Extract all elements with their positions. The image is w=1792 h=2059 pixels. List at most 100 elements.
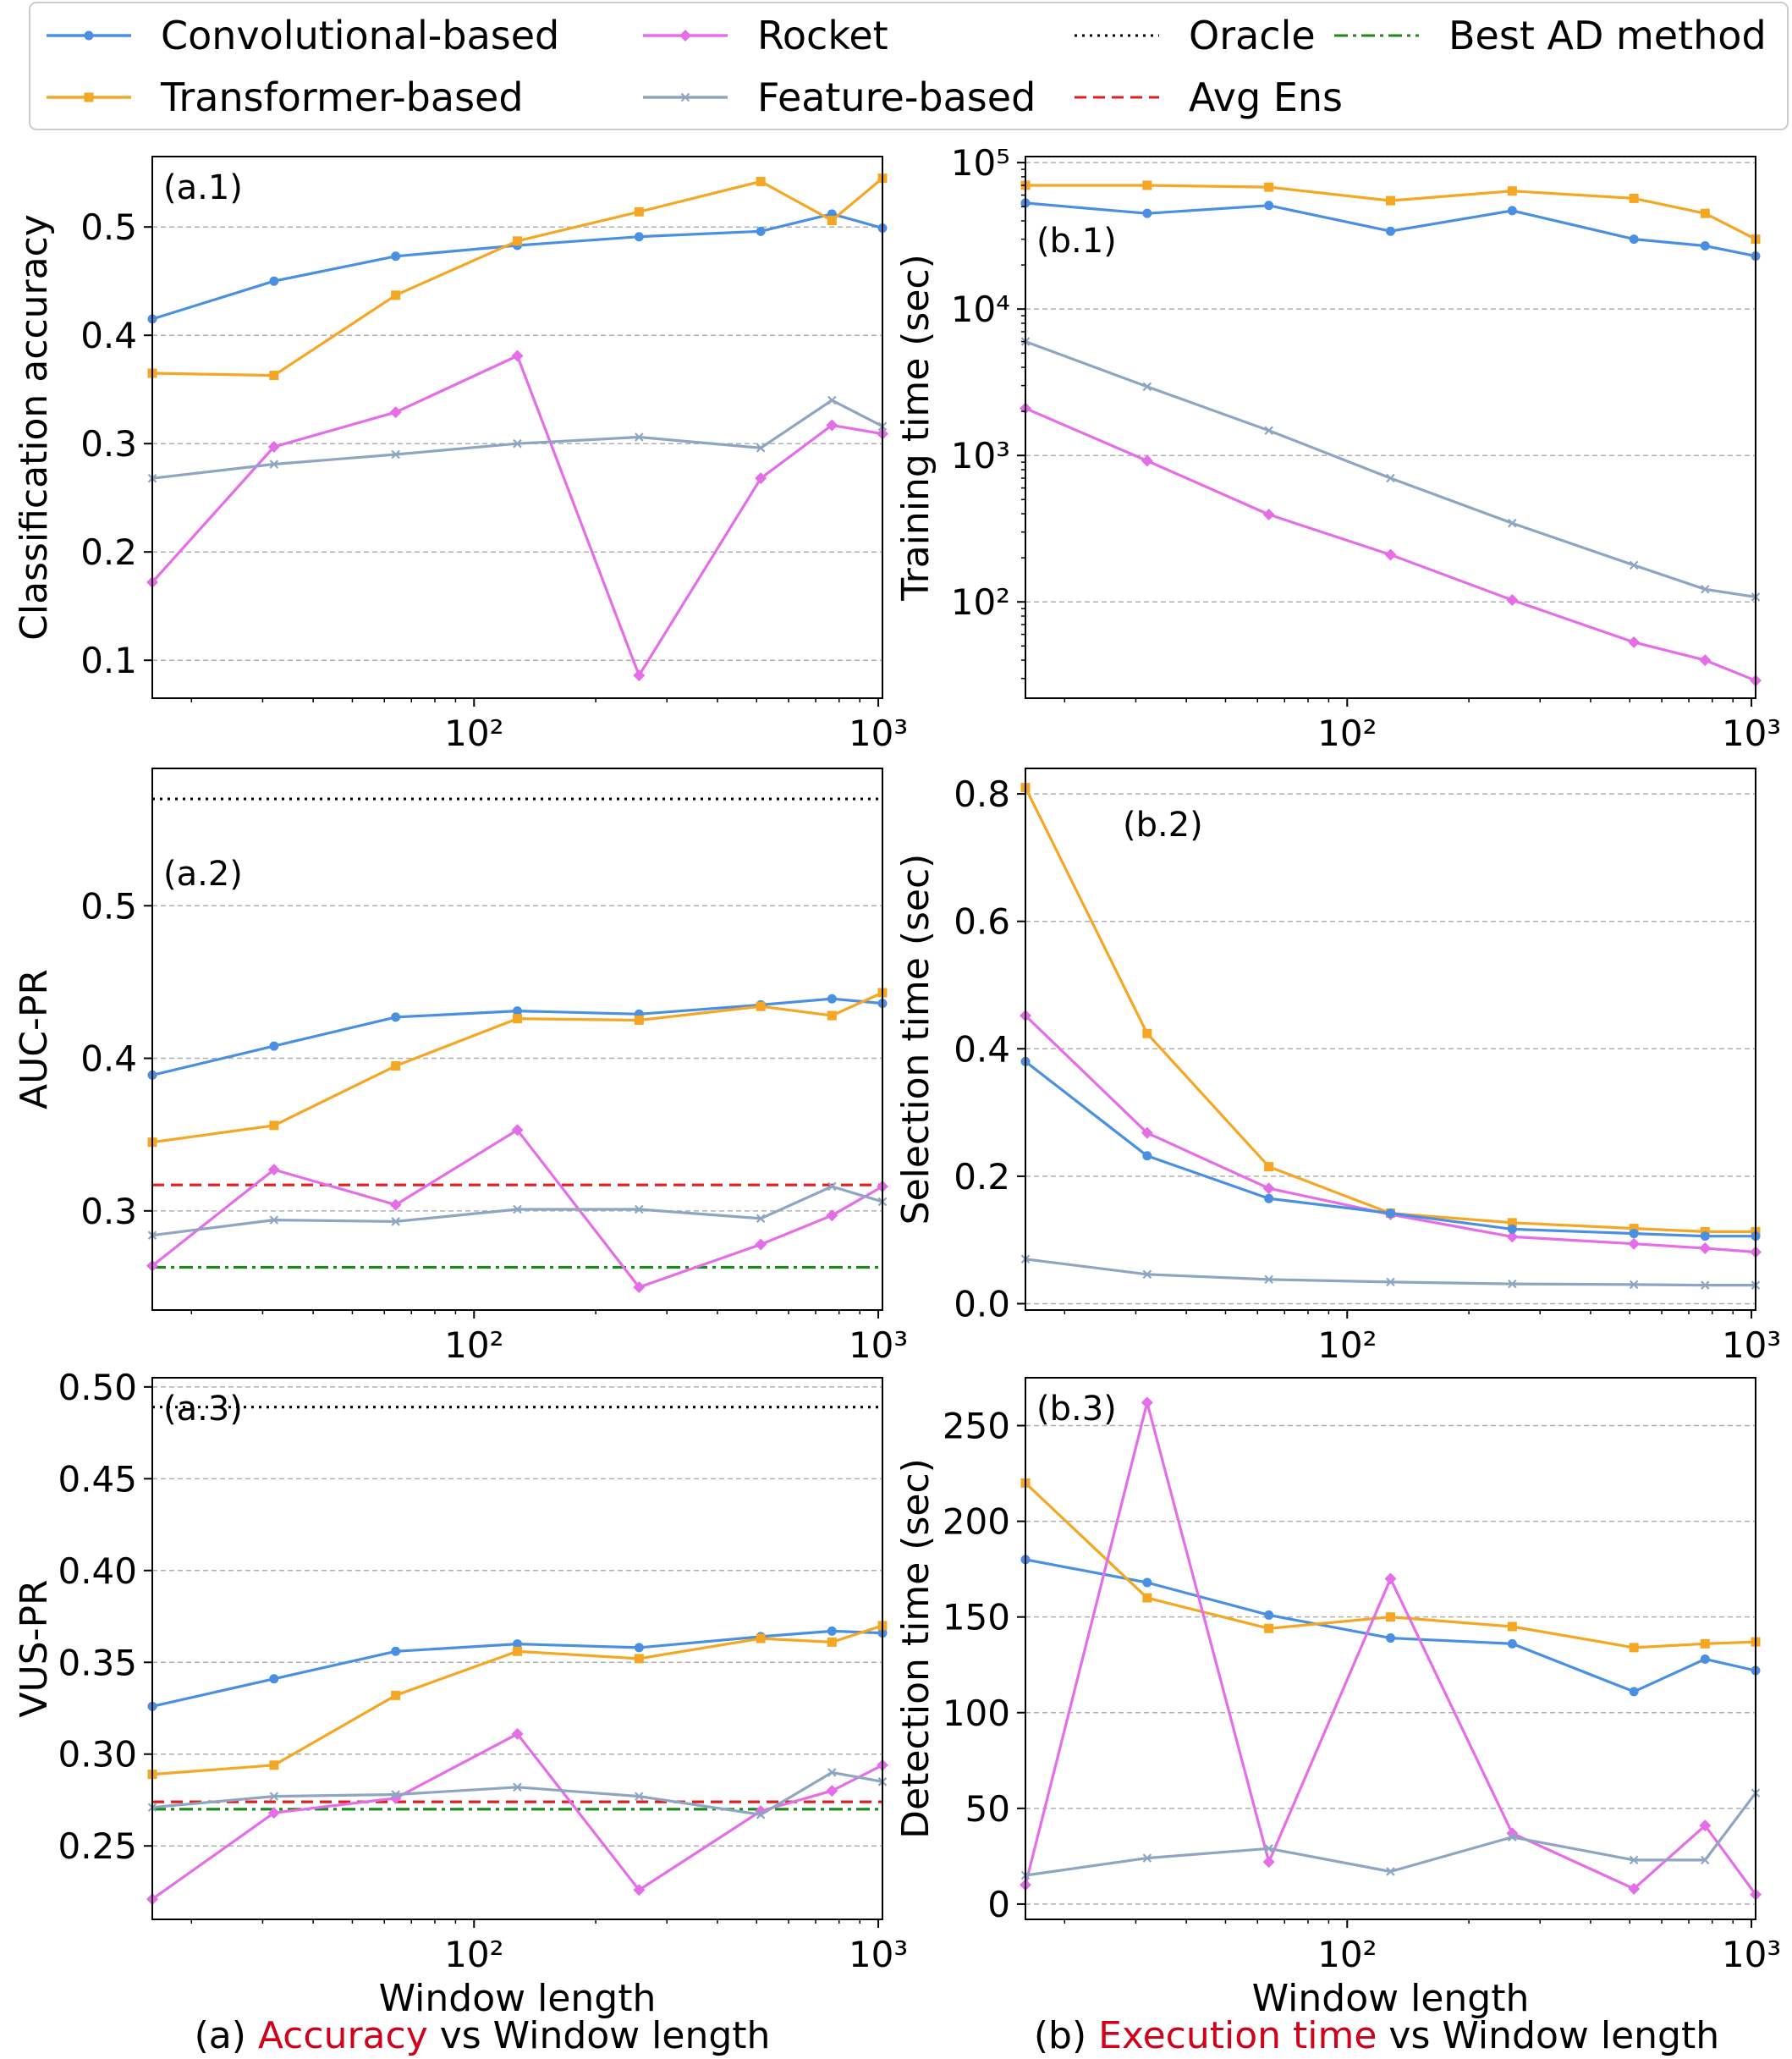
xtick-label-a2-1: 10³: [849, 1324, 908, 1366]
point-a3-trans-4: [634, 1654, 644, 1664]
point-a1-rocket-4: [633, 669, 646, 682]
series-b3-trans: [1020, 1478, 1761, 1653]
point-b1-conv-4: [1507, 206, 1517, 216]
point-a3-feature-3: [513, 1782, 522, 1792]
caption-a-prefix: (a): [195, 2014, 258, 2057]
series-b2-conv: [1020, 1056, 1761, 1241]
point-b1-trans-4: [1507, 186, 1517, 196]
point-a2-rocket-6: [826, 1209, 838, 1222]
point-b1-rocket-1: [1141, 454, 1153, 467]
panel-label-a1: (a.1): [163, 168, 243, 207]
series-line-a2-feature: [151, 1185, 883, 1237]
ytick-label-a3-2: 0.35: [58, 1642, 137, 1683]
point-a1-feature-3: [513, 438, 522, 449]
point-b3-conv-1: [1142, 1577, 1152, 1588]
ytick-label-a1-1: 0.2: [80, 531, 137, 573]
legend-marker-feature: [680, 92, 690, 102]
axes-frame-b2: [1025, 768, 1756, 1311]
point-a2-rocket-5: [755, 1238, 767, 1251]
point-b2-trans-4: [1507, 1218, 1517, 1228]
series-line-b2-feature: [1025, 1258, 1756, 1287]
xtick-label-b3-0: 10²: [1317, 1934, 1377, 1975]
point-b3-feature-3: [1386, 1867, 1395, 1876]
legend-label-best: Best AD method: [1448, 13, 1767, 58]
point-b3-rocket-1: [1141, 1396, 1153, 1409]
point-a3-trans-2: [391, 1690, 401, 1700]
point-a1-feature-5: [756, 443, 766, 453]
point-a2-trans-2: [391, 1061, 401, 1071]
series-line-b3-trans: [1024, 1482, 1756, 1649]
legend-label-trans: Transformer-based: [160, 74, 524, 120]
point-a1-trans-3: [513, 236, 522, 246]
point-b2-rocket-4: [1506, 1230, 1519, 1243]
point-b1-conv-6: [1700, 241, 1710, 251]
point-a3-conv-3: [513, 1639, 522, 1649]
point-b2-feature-1: [1142, 1269, 1152, 1280]
captions: (a) Accuracy vs Window length (b) Execut…: [195, 2014, 1720, 2057]
point-b2-feature-3: [1386, 1277, 1395, 1287]
point-b2-conv-6: [1700, 1231, 1710, 1241]
series-line-b1-feature: [1025, 340, 1756, 598]
caption-b-prefix: (b): [1034, 2014, 1098, 2057]
point-b3-feature-4: [1508, 1832, 1517, 1842]
point-b1-conv-1: [1142, 208, 1152, 218]
point-b2-conv-4: [1507, 1224, 1517, 1234]
point-b1-trans-1: [1142, 180, 1152, 190]
point-a2-feature-6: [827, 1181, 837, 1192]
point-a1-feature-1: [269, 460, 279, 469]
point-b1-conv-2: [1264, 201, 1274, 211]
point-a2-trans-1: [269, 1120, 279, 1131]
legend-marker-rocket: [679, 30, 691, 41]
point-b1-rocket-6: [1699, 654, 1712, 667]
point-a3-conv-1: [269, 1674, 279, 1684]
point-b2-conv-2: [1264, 1193, 1274, 1203]
xtick-label-b1-1: 10³: [1722, 713, 1781, 754]
point-b2-conv-5: [1629, 1229, 1639, 1239]
point-b2-conv-3: [1386, 1208, 1395, 1219]
series-b2-feature: [1020, 1254, 1761, 1290]
legend-frame: [29, 2, 1789, 130]
point-b1-trans-3: [1386, 195, 1395, 206]
point-a1-trans-5: [756, 176, 766, 186]
series-line-a3-trans: [151, 1624, 883, 1776]
point-b2-feature-6: [1701, 1280, 1710, 1290]
legend-entry-oracle: Oracle: [1075, 13, 1316, 58]
legend-entry-trans: Transformer-based: [47, 74, 524, 120]
point-a2-feature-3: [513, 1204, 522, 1214]
point-a2-feature-5: [756, 1214, 766, 1224]
legend-label-rocket: Rocket: [757, 13, 888, 58]
xtick-label-b2-0: 10²: [1317, 1324, 1377, 1366]
legend-label-avg: Avg Ens: [1189, 74, 1343, 120]
point-a3-trans-3: [513, 1646, 522, 1656]
caption-a-suffix: vs Window length: [428, 2014, 771, 2057]
point-a3-rocket-1: [267, 1807, 280, 1820]
ytick-label-b1-1: 10³: [951, 435, 1010, 476]
legend-entry-best: Best AD method: [1334, 13, 1767, 58]
caption-b-suffix: vs Window length: [1377, 2014, 1719, 2057]
point-b1-conv-3: [1386, 226, 1395, 236]
legend: Convolutional-based Transformer-based Rock…: [29, 2, 1789, 130]
panel-label-a3: (a.3): [163, 1390, 243, 1429]
point-b2-trans-1: [1142, 1028, 1152, 1038]
ytick-label-b3-0: 0: [987, 1884, 1010, 1925]
point-b1-trans-5: [1629, 193, 1639, 203]
point-b2-trans-2: [1264, 1162, 1274, 1172]
point-b2-feature-5: [1629, 1280, 1639, 1290]
xtick-label-b2-1: 10³: [1722, 1324, 1781, 1366]
ytick-label-b1-0: 10²: [951, 581, 1010, 623]
point-b1-feature-3: [1386, 473, 1395, 483]
series-line-a2-trans: [151, 991, 883, 1144]
point-a3-feature-2: [391, 1790, 400, 1799]
point-b2-rocket-6: [1699, 1241, 1712, 1254]
point-b3-rocket-2: [1262, 1856, 1275, 1869]
point-b3-conv-4: [1507, 1638, 1517, 1649]
caption-a-accent: Accuracy: [258, 2014, 428, 2057]
point-a1-trans-1: [269, 371, 279, 381]
axes-frame-a1: [151, 156, 883, 699]
point-a3-rocket-6: [826, 1785, 838, 1797]
point-a2-feature-1: [269, 1215, 279, 1225]
point-a2-trans-5: [756, 1001, 766, 1011]
series-a1-trans: [147, 173, 888, 381]
point-a3-rocket-4: [633, 1884, 646, 1897]
series-a2-conv: [147, 994, 888, 1080]
